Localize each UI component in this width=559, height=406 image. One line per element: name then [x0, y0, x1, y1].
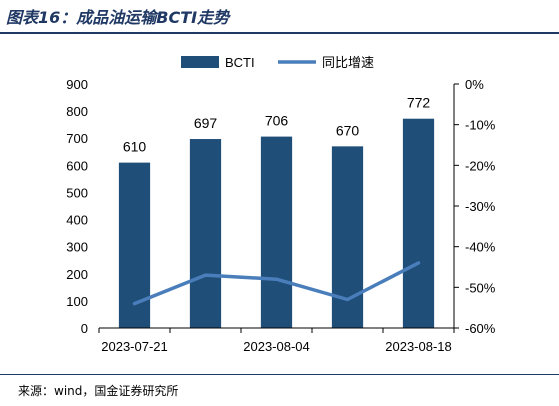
footer-rule — [0, 374, 559, 375]
left-axis-tick-label: 600 — [66, 158, 88, 173]
bcti-bar-value-label: 610 — [123, 139, 147, 155]
left-axis-tick-label: 800 — [66, 104, 88, 119]
legend-growth-label: 同比增速 — [322, 55, 374, 70]
left-axis-tick-label: 900 — [66, 77, 88, 92]
legend: BCTI 同比增速 — [181, 55, 374, 70]
x-axis: 2023-07-21 2023-08-04 2023-08-18 — [98, 327, 455, 354]
left-axis-tick-label: 200 — [66, 267, 88, 282]
left-axis: 0 100 200 300 400 500 600 700 800 900 — [66, 77, 88, 336]
source-note: 来源：wind，国金证券研究所 — [18, 384, 179, 398]
left-axis-tick-label: 700 — [66, 131, 88, 146]
bcti-bars — [118, 118, 435, 328]
right-axis-tick-label: -10% — [465, 118, 496, 133]
left-axis-tick-label: 400 — [66, 213, 88, 228]
growth-line — [132, 261, 421, 306]
left-axis-tick-label: 100 — [66, 294, 88, 309]
right-axis-tick-label: -60% — [465, 321, 496, 336]
bcti-bar — [189, 139, 222, 328]
right-axis-tick-label: -20% — [465, 158, 496, 173]
growth-line-series — [132, 261, 421, 306]
bcti-bar-value-label: 697 — [194, 115, 218, 131]
right-axis-tick-label: -50% — [465, 280, 496, 295]
x-axis-tick-label: 2023-08-04 — [243, 339, 310, 354]
legend-bcti-label: BCTI — [225, 55, 255, 70]
bcti-bar — [260, 136, 293, 328]
left-axis-tick-label: 300 — [66, 240, 88, 255]
bcti-bar-value-label: 670 — [336, 122, 360, 138]
x-axis-tick-label: 2023-08-18 — [385, 339, 452, 354]
bcti-data-labels: 610 697 706 670 772 — [123, 95, 431, 155]
bcti-bar-value-label: 706 — [265, 113, 289, 129]
title-underline — [0, 32, 559, 34]
x-axis-tick-label: 2023-07-21 — [101, 339, 168, 354]
legend-bcti-swatch — [181, 56, 219, 68]
right-axis-tick-label: -40% — [465, 240, 496, 255]
bcti-bar-value-label: 772 — [407, 95, 431, 111]
bcti-bar — [402, 118, 435, 328]
figure-title: 图表16：成品油运输BCTI走势 — [6, 8, 230, 27]
right-axis-tick-label: 0% — [465, 77, 484, 92]
left-axis-tick-label: 0 — [81, 321, 88, 336]
right-axis: -60% -50% -40% -30% -20% -10% 0% — [453, 77, 496, 336]
bcti-chart: BCTI 同比增速 0 100 200 300 400 500 600 700 800 900 -… — [66, 55, 496, 354]
right-axis-tick-label: -30% — [465, 199, 496, 214]
left-axis-tick-label: 500 — [66, 185, 88, 200]
